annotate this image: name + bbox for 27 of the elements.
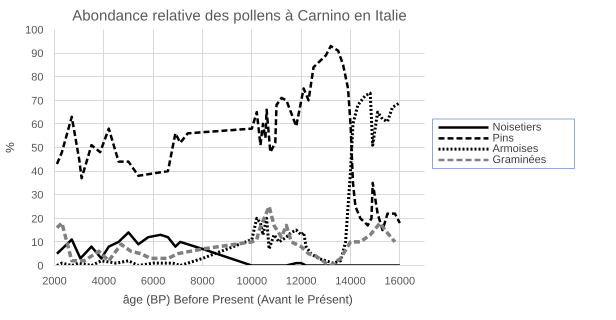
- x-tick-label: 8000: [190, 276, 215, 288]
- y-tick-label: 80: [31, 72, 44, 84]
- x-tick-label: 2000: [42, 276, 67, 288]
- x-tick-label: 6000: [140, 276, 166, 288]
- y-axis-title: %: [3, 142, 18, 153]
- y-tick-label: 0: [37, 260, 44, 272]
- y-tick-label: 90: [31, 48, 44, 60]
- y-tick-label: 70: [31, 95, 44, 108]
- y-tick-label: 100: [25, 24, 44, 36]
- legend-label: Graminées: [492, 154, 547, 166]
- y-tick-label: 20: [31, 213, 44, 226]
- legend-label: Noisetiers: [492, 122, 542, 134]
- y-tick-label: 30: [31, 190, 44, 202]
- chart-title: Abondance relative des pollens à Carnino en Italie: [72, 8, 407, 24]
- line-series: [55, 204, 397, 266]
- y-tick-label: 40: [31, 166, 44, 178]
- x-tick-label: 12000: [286, 276, 316, 288]
- x-tick-label: 16000: [384, 276, 416, 288]
- legend-label: Pins: [492, 132, 514, 144]
- y-tick-label: 60: [31, 118, 44, 131]
- x-axis-title: âge (BP) Before Present (Avant le Présent): [122, 292, 353, 306]
- y-tick-label: 50: [31, 142, 44, 154]
- x-tick-label: 4000: [92, 276, 116, 288]
- y-tick-label: 10: [31, 236, 44, 249]
- x-tick-label: 14000: [335, 276, 366, 288]
- x-tick-label: 10000: [236, 276, 268, 288]
- legend-label: Armoises: [492, 143, 539, 156]
